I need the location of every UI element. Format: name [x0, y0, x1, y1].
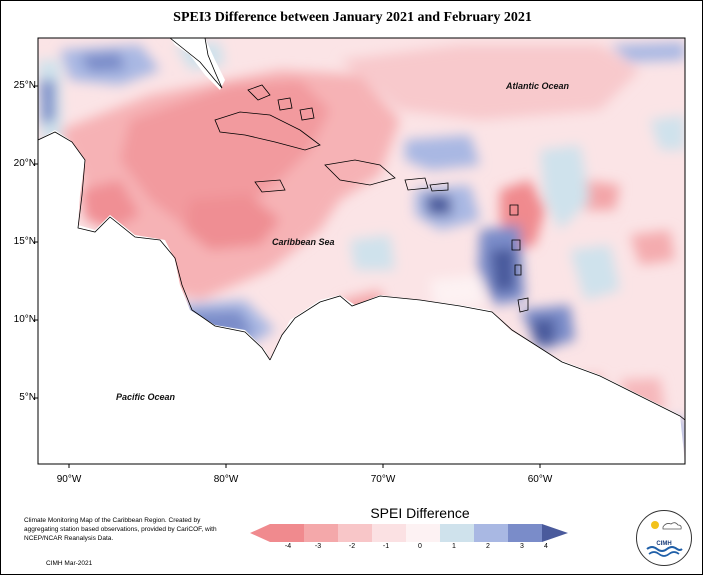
legend-bin-3 — [338, 524, 372, 542]
legend-bin-5 — [406, 524, 440, 542]
lat-tick-20: 20°N — [13, 158, 36, 169]
legend-bin-7 — [474, 524, 508, 542]
legend-bin-2 — [304, 524, 338, 542]
credit-text: Climate Monitoring Map of the Caribbean … — [24, 517, 217, 542]
cimh-logo-icon: CIMH — [636, 510, 692, 566]
map-border — [37, 37, 686, 465]
lon-tick-80: 80°W — [213, 474, 239, 485]
legend-tick-label: 1 — [452, 543, 456, 550]
legend-bin-4 — [372, 524, 406, 542]
legend-bin-8 — [508, 524, 542, 542]
axis-ticks — [34, 85, 541, 468]
legend-tick-label: -3 — [314, 543, 322, 550]
legend-arrow-high — [542, 524, 568, 542]
legend-arrow-low — [250, 524, 270, 542]
legend-bin-1 — [270, 524, 304, 542]
lon-tick-90: 90°W — [56, 474, 82, 485]
lat-tick-10: 10°N — [13, 314, 36, 325]
legend-title: SPEI Difference — [370, 505, 470, 521]
legend-tick-label: -2 — [348, 543, 356, 550]
legend-tick-label: 0 — [418, 543, 422, 550]
logo-label: CIMH — [656, 541, 672, 547]
legend-colorbar — [250, 524, 568, 542]
legend-tick-label: -1 — [382, 543, 390, 550]
pacific-ocean-label: Pacific Ocean — [116, 392, 176, 402]
lon-tick-70: 70°W — [370, 474, 396, 485]
map-title: SPEI3 Difference between January 2021 an… — [173, 10, 532, 25]
lat-tick-15: 15°N — [13, 236, 36, 247]
legend-tick-label: 2 — [486, 543, 490, 550]
atlantic-ocean-label: Atlantic Ocean — [506, 81, 570, 91]
caribbean-sea-label: Caribbean Sea — [272, 237, 335, 247]
legend-tick-label: 3 — [520, 543, 524, 550]
legend-bin-6 — [440, 524, 474, 542]
lat-tick-25: 25°N — [13, 80, 36, 91]
credit-date: CIMH Mar-2021 — [46, 560, 93, 567]
spei-difference-field — [38, 38, 685, 464]
legend-tick-label: 4 — [544, 543, 548, 550]
lat-tick-5: 5°N — [19, 392, 36, 403]
coastlines — [38, 38, 685, 421]
legend-tick-label: -4 — [284, 543, 292, 550]
lon-tick-60: 60°W — [527, 474, 553, 485]
